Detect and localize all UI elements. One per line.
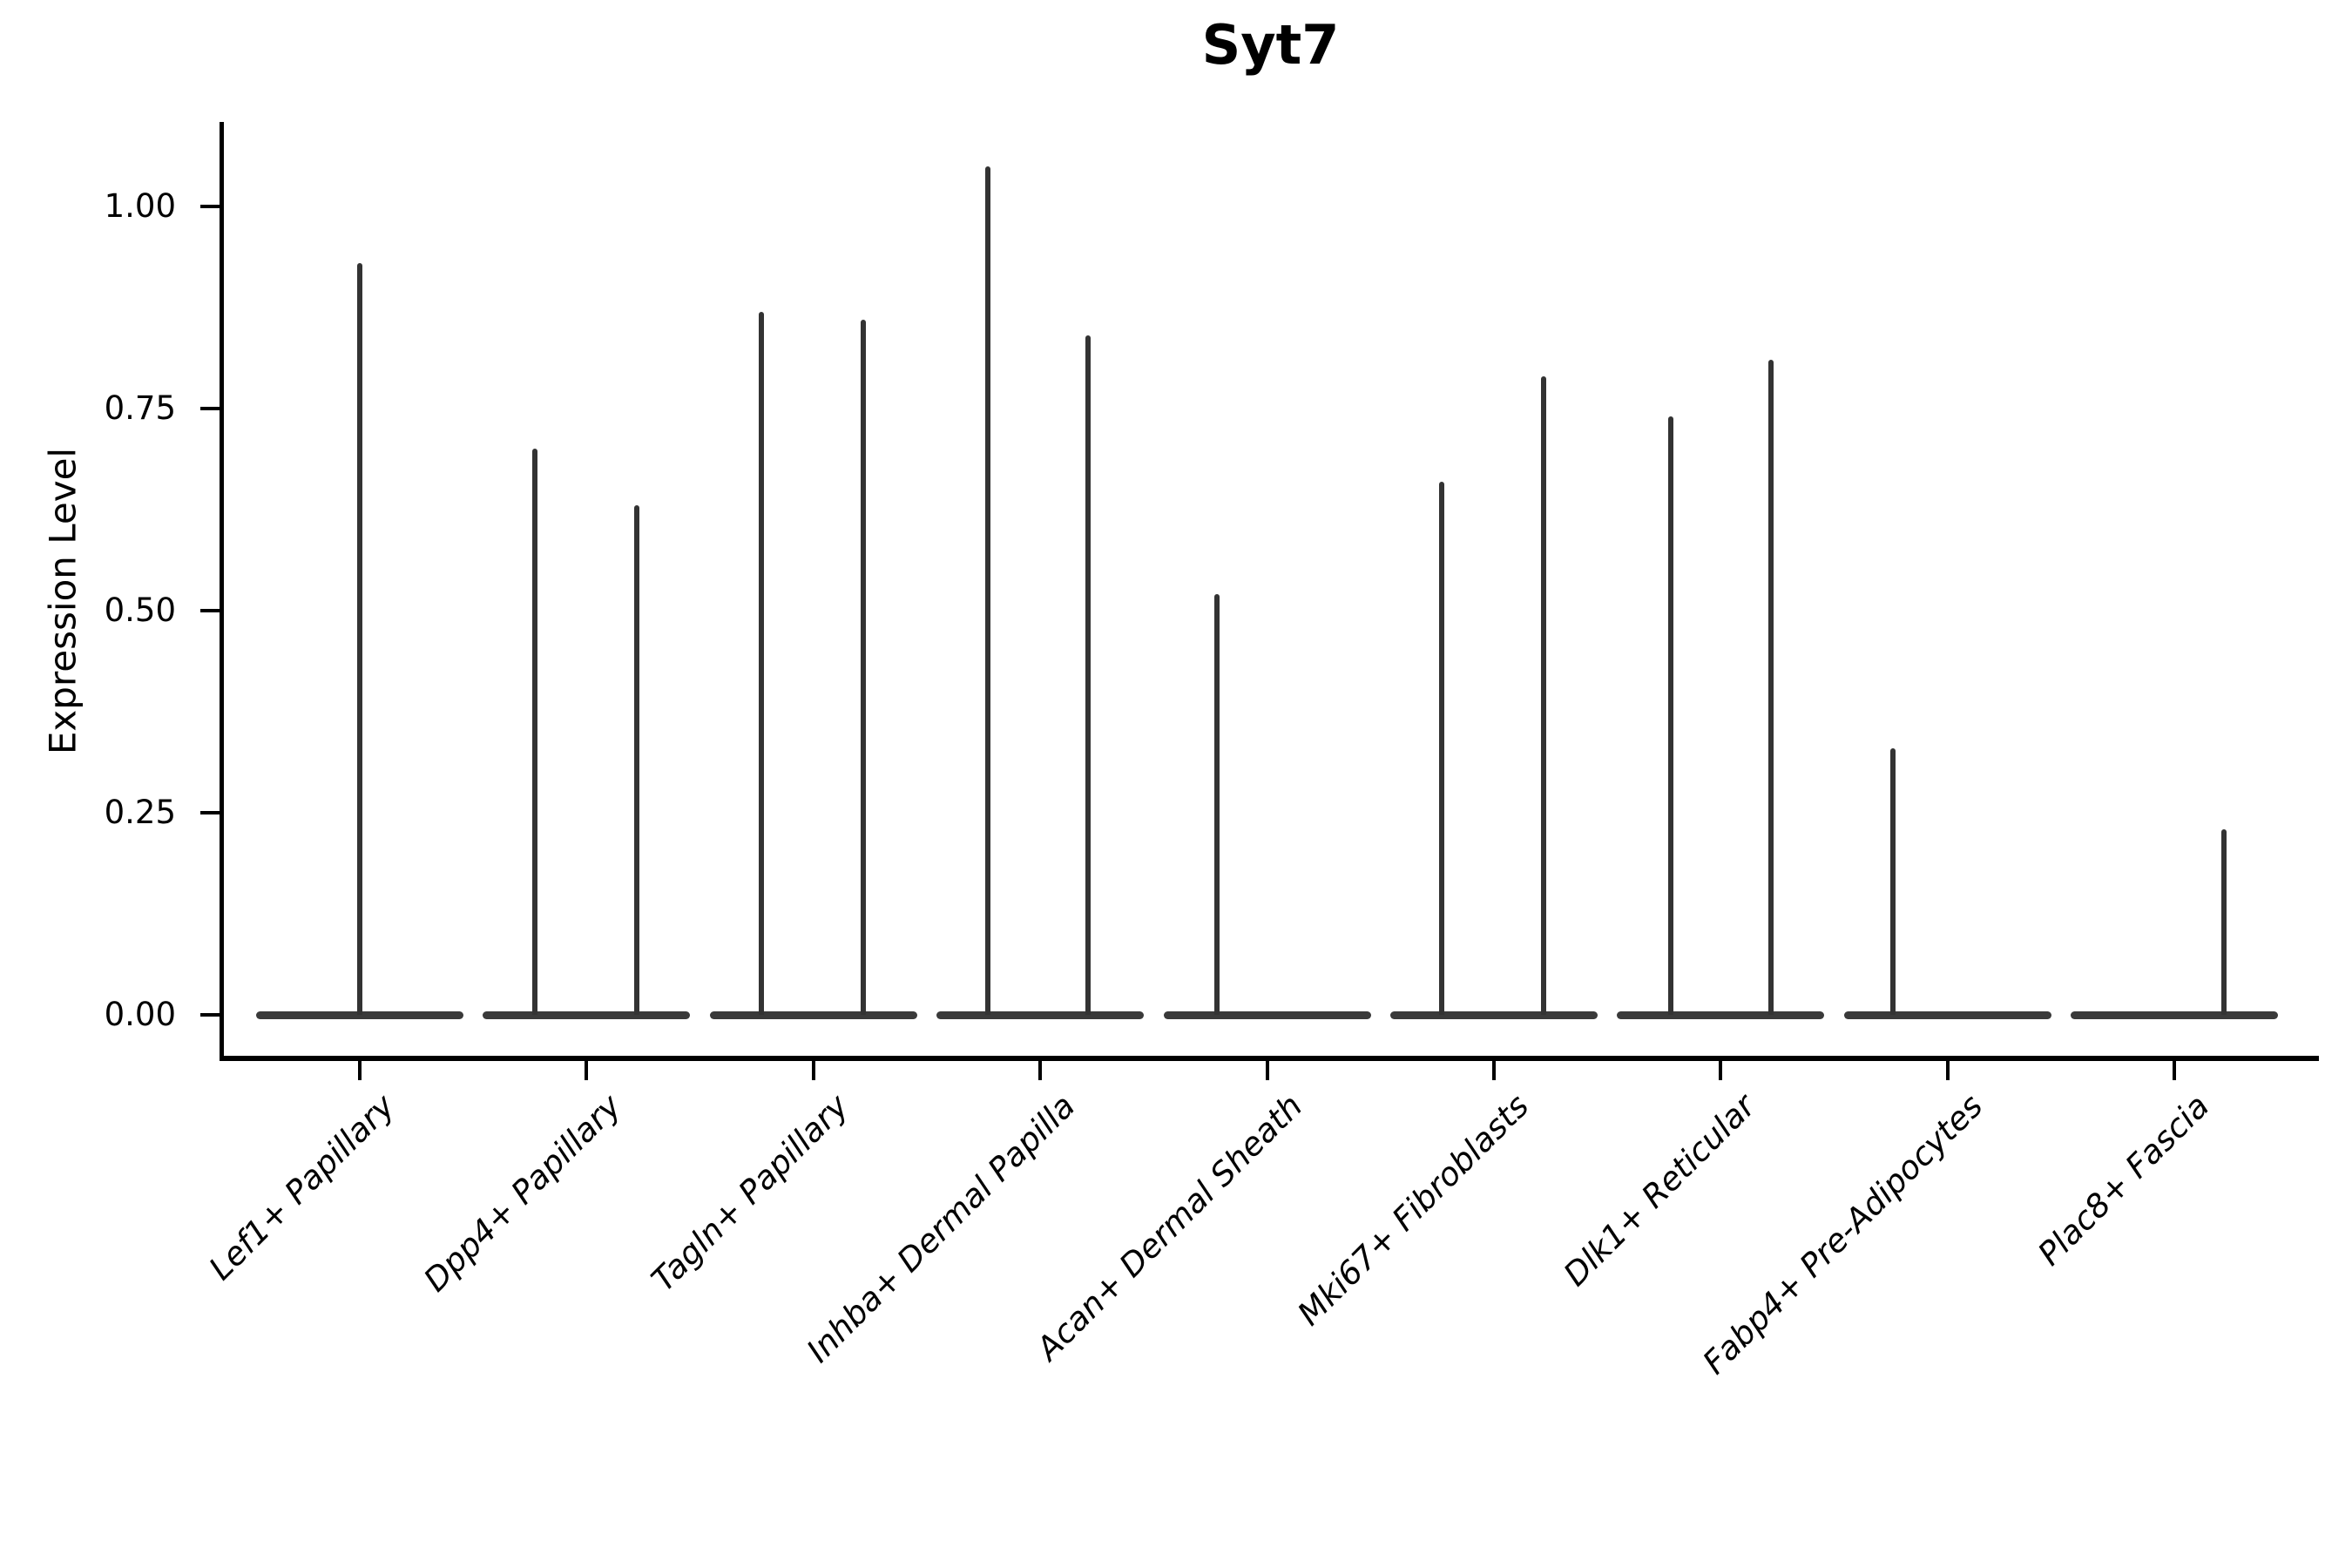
x-axis-tick-label: Acan+ Dermal Sheath — [1029, 1087, 1309, 1368]
violin-baseline — [256, 1010, 463, 1019]
x-axis-tick-label: Mki67+ Fibroblasts — [1290, 1087, 1537, 1334]
x-axis-tick — [585, 1061, 589, 1080]
violin-baseline — [483, 1010, 691, 1019]
x-axis-tick-label: Lef1+ Papillary — [201, 1087, 402, 1288]
violin-spike — [1214, 594, 1220, 1015]
chart-title: Syt7 — [1201, 13, 1340, 77]
violin-baseline — [2071, 1010, 2279, 1019]
violin-baseline — [1843, 1010, 2051, 1019]
y-axis-tick — [200, 407, 220, 410]
x-axis-tick — [1492, 1061, 1496, 1080]
violin-baseline — [1617, 1010, 1825, 1019]
x-axis-tick — [811, 1061, 815, 1080]
violin-spike — [1890, 747, 1896, 1015]
x-axis-tick — [2173, 1061, 2177, 1080]
violin-baseline — [709, 1010, 917, 1019]
y-axis-tick-label: 0.00 — [104, 996, 176, 1033]
violin-spike — [1085, 335, 1091, 1015]
x-axis-tick-label: Inhba+ Dermal Papilla — [800, 1087, 1083, 1370]
y-axis-tick-label: 0.50 — [104, 591, 176, 629]
y-axis-spine — [220, 122, 224, 1061]
x-axis-tick — [1038, 1061, 1043, 1080]
y-axis-tick — [200, 609, 220, 612]
violin-spike — [2221, 828, 2227, 1015]
y-axis-tick — [200, 1013, 220, 1017]
violin-baseline — [1390, 1010, 1598, 1019]
y-axis-tick — [200, 205, 220, 208]
x-axis-tick-label: Dlk1+ Reticular — [1557, 1087, 1763, 1294]
x-axis-tick — [1945, 1061, 1950, 1080]
violin-spike — [985, 166, 991, 1015]
x-axis-tick — [358, 1061, 362, 1080]
violin-spike — [357, 262, 362, 1015]
y-axis-tick-label: 0.25 — [104, 794, 176, 831]
violin-spike — [531, 449, 537, 1015]
violin-baseline — [1163, 1010, 1371, 1019]
violin-spike — [633, 505, 639, 1015]
x-axis-tick-label: Plac8+ Fascia — [2031, 1087, 2217, 1274]
x-axis-tick — [1265, 1061, 1269, 1080]
y-axis-tick — [200, 811, 220, 814]
violin-spike — [758, 311, 764, 1015]
violin-spike — [1668, 416, 1674, 1015]
violin-baseline — [936, 1010, 1145, 1019]
y-axis-tick-label: 0.75 — [104, 389, 176, 427]
y-axis-tick-label: 1.00 — [104, 187, 176, 225]
x-axis-spine — [220, 1056, 2319, 1061]
violin-spike — [1541, 375, 1547, 1015]
violin-spike — [1767, 360, 1774, 1015]
violin-spike — [1439, 481, 1445, 1015]
x-axis-tick-label: Dpp4+ Papillary — [416, 1087, 629, 1300]
x-axis-tick — [1719, 1061, 1723, 1080]
x-axis-tick-label: Tagln+ Papillary — [644, 1087, 856, 1299]
violin-spike — [861, 319, 867, 1015]
